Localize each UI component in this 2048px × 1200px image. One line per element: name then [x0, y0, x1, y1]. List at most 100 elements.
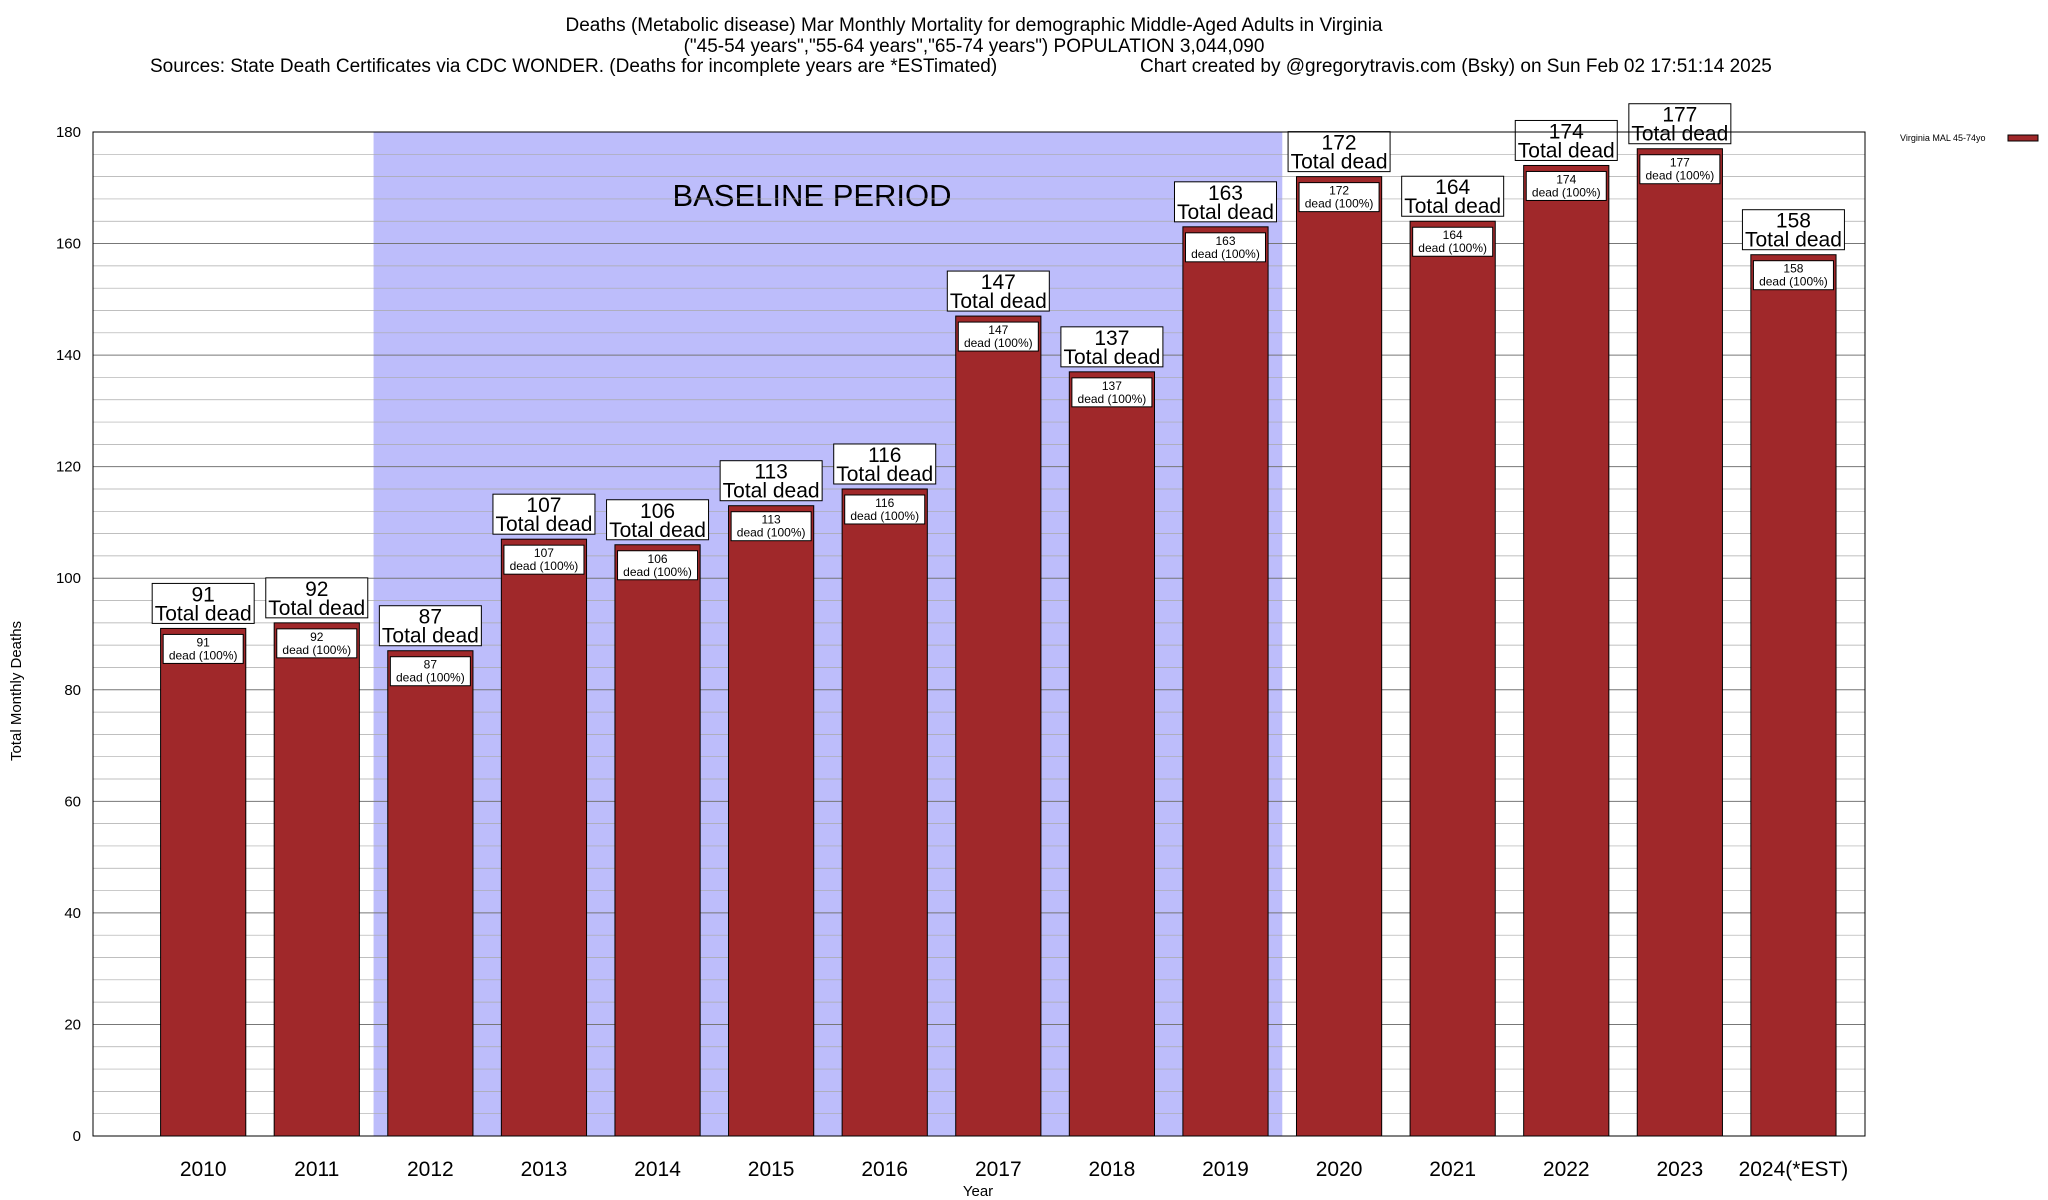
bar-total-value: 163	[1208, 182, 1243, 205]
bar-total-label: Total dead	[1631, 123, 1728, 146]
legend: Virginia MAL 45-74yo	[1900, 133, 2039, 143]
bar-total-label-box	[1060, 326, 1164, 368]
title-line-4-credit: Chart created by @gregorytravis.com (Bsk…	[1140, 56, 1772, 77]
baseline-period-label: BASELINE PERIOD	[672, 178, 951, 213]
y-tick-label: 160	[56, 236, 81, 253]
bar	[1295, 176, 1383, 1137]
bar-total-value: 177	[1662, 104, 1697, 127]
bar	[1068, 371, 1155, 1137]
y-tick-label: 20	[64, 1016, 81, 1033]
bar-total-label: Total dead	[1745, 229, 1842, 252]
bar-inner-value: 177	[1670, 156, 1690, 170]
bar-inner-label-box	[957, 321, 1039, 352]
x-tick-label: 2020	[1316, 1158, 1363, 1181]
bar-total-label: Total dead	[950, 290, 1047, 313]
bar-total-label-box	[833, 443, 937, 485]
bar-total-label: Total dead	[1063, 346, 1160, 369]
bar	[160, 627, 247, 1137]
bar-total-label-box	[265, 577, 369, 619]
bar	[1182, 226, 1269, 1137]
bar	[1523, 164, 1610, 1137]
bar-total-label: Total dead	[268, 597, 365, 620]
bar-total-label-box	[378, 605, 482, 647]
x-tick-label: 2014	[634, 1158, 681, 1181]
bar-total-label: Total dead	[1404, 195, 1501, 218]
x-tick-label: 2022	[1543, 1158, 1590, 1181]
title-line-2: ("45-54 years","55-64 years","65-74 year…	[684, 36, 1265, 57]
bar-total-label-box	[151, 582, 255, 624]
bar-inner-label: dead (100%)	[1418, 241, 1487, 255]
bar-total-label-box	[492, 493, 596, 535]
bar	[1750, 254, 1837, 1137]
bar-total-value: 87	[419, 606, 442, 629]
bar-inner-label-box	[730, 511, 812, 542]
chart-title: Deaths (Metabolic disease) Mar Monthly M…	[150, 15, 1772, 77]
bar-inner-value: 92	[310, 630, 324, 644]
bar-inner-label: dead (100%)	[169, 648, 238, 662]
x-tick-label: 2012	[407, 1158, 454, 1181]
bar-total-value: 158	[1776, 210, 1811, 233]
bar-inner-label: dead (100%)	[396, 671, 465, 685]
bar-total-label-box	[1628, 103, 1732, 145]
bar-inner-label-box	[389, 656, 471, 687]
bar-inner-label: dead (100%)	[1759, 275, 1828, 289]
bar-total-label: Total dead	[155, 602, 252, 625]
bar-total-label-box	[1514, 119, 1618, 161]
bar-inner-value: 147	[988, 323, 1008, 337]
bar-inner-label: dead (100%)	[850, 509, 919, 523]
x-tick-label: 2016	[861, 1158, 908, 1181]
bar-inner-value: 107	[534, 546, 554, 560]
bar-inner-label: dead (100%)	[1532, 185, 1601, 199]
bar-total-label-box	[1287, 131, 1391, 173]
bar	[728, 505, 815, 1137]
bar-inner-label: dead (100%)	[1078, 392, 1147, 406]
x-tick-label: 2024(*EST)	[1739, 1158, 1849, 1181]
bar-inner-label: dead (100%)	[282, 643, 351, 657]
bar-total-label-box	[1173, 181, 1277, 223]
x-tick-label: 2018	[1089, 1158, 1136, 1181]
bar-inner-value: 106	[648, 552, 668, 566]
x-axis-title: Year	[963, 1183, 993, 1200]
x-tick-label: 2010	[180, 1158, 227, 1181]
x-tick-label: 2021	[1429, 1158, 1476, 1181]
bar-total-label: Total dead	[1291, 151, 1388, 174]
bar-inner-label-box	[844, 494, 926, 525]
legend-swatch	[2007, 134, 2039, 142]
bar-total-label-box	[946, 270, 1050, 312]
bar-total-label: Total dead	[495, 513, 592, 536]
y-tick-label: 80	[64, 682, 81, 699]
bar-inner-value: 172	[1329, 184, 1349, 198]
bar-inner-value: 87	[424, 658, 438, 672]
x-tick-label: 2013	[521, 1158, 568, 1181]
bar	[955, 315, 1042, 1137]
bar-inner-value: 163	[1215, 234, 1235, 248]
bar-inner-label: dead (100%)	[737, 526, 806, 540]
plot-area: BASELINE PERIOD 0 20 40 60 80 100 120 140 160 180 9…	[56, 103, 1866, 1181]
bar	[1409, 220, 1496, 1137]
bar-inner-label: dead (100%)	[964, 336, 1033, 350]
bar-inner-label-box	[1525, 170, 1607, 201]
bar-total-label-box	[606, 499, 710, 541]
bar-inner-value: 116	[875, 496, 894, 510]
bar-total-value: 172	[1322, 132, 1357, 155]
bar-inner-label-box	[503, 544, 585, 575]
bar-inner-label-box	[162, 633, 244, 664]
title-line-1: Deaths (Metabolic disease) Mar Monthly M…	[565, 15, 1382, 36]
bar-inner-label-box	[1412, 226, 1494, 257]
x-tick-label: 2019	[1202, 1158, 1249, 1181]
bar-inner-label: dead (100%)	[1305, 197, 1374, 211]
bar-inner-value: 164	[1443, 228, 1463, 242]
bar-inner-value: 158	[1783, 262, 1803, 276]
bar-total-label: Total dead	[382, 625, 479, 648]
bar-total-label: Total dead	[723, 480, 820, 503]
bar-inner-label: dead (100%)	[1191, 247, 1260, 261]
bar-inner-label-box	[617, 550, 699, 581]
y-axis-title: Total Monthly Deaths	[8, 621, 25, 761]
y-tick-label: 0	[73, 1128, 81, 1145]
bar-total-value: 107	[526, 494, 561, 517]
bar-inner-label-box	[1639, 154, 1721, 185]
bar-inner-value: 113	[762, 513, 781, 527]
x-tick-label: 2023	[1656, 1158, 1703, 1181]
bar-total-value: 92	[305, 578, 328, 601]
y-tick-label: 120	[56, 459, 81, 476]
